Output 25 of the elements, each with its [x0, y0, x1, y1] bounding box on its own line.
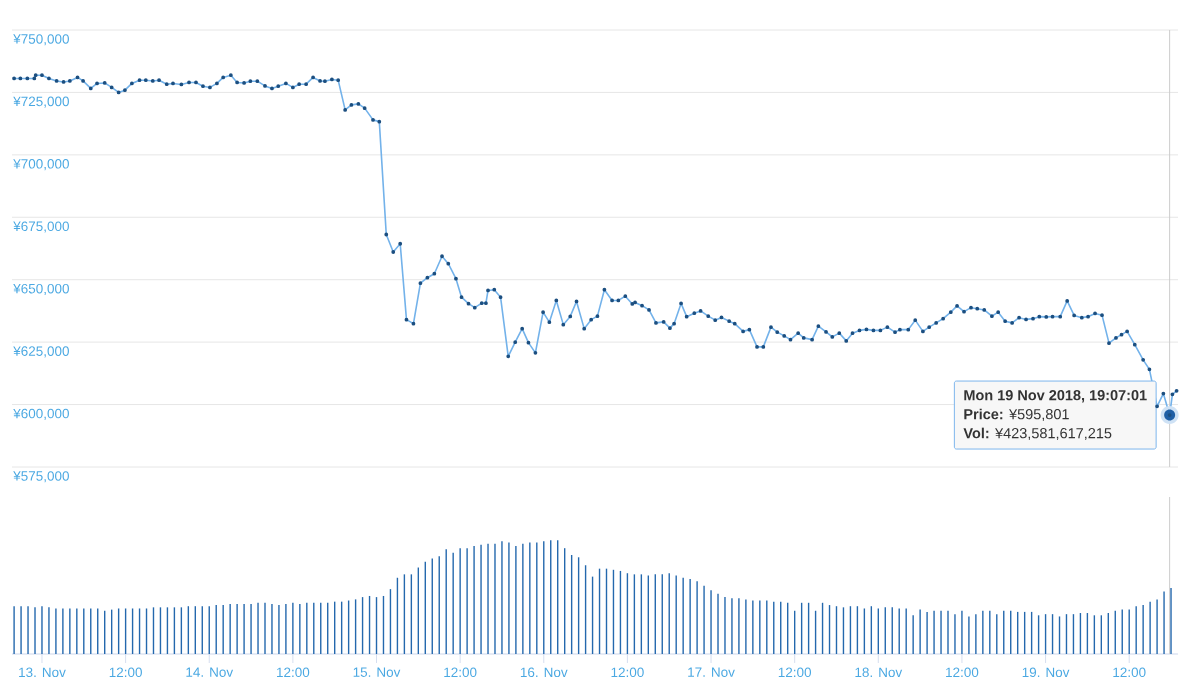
x-tick-label: 14. Nov [186, 667, 234, 677]
x-tick-label: 12:00 [1113, 667, 1146, 678]
x-tick-label: 12:00 [946, 667, 979, 678]
y-tick-label: ¥650,000 [13, 283, 69, 296]
x-tick-label: 12:00 [611, 667, 644, 678]
x-tick-label: 12:00 [778, 667, 812, 678]
x-tick-label: 18. Nov [855, 667, 903, 678]
y-tick-label: ¥575,000 [13, 471, 69, 483]
annotation: Price: ¥595,801 [964, 408, 1069, 422]
annotation: Vol: ¥423,581,617,215 [963, 427, 1112, 441]
x-tick-label: 12:00 [444, 667, 477, 678]
annotation: Mon 19 Nov 2018, 19:07:01 [964, 390, 1147, 403]
y-tick-label: ¥625,000 [13, 346, 69, 358]
x-tick-label: 16. Nov [520, 667, 568, 678]
y-tick-label: ¥600,000 [13, 408, 69, 420]
y-tick-label: ¥725,000 [13, 96, 69, 108]
x-tick-label: 13. Nov [19, 667, 66, 678]
x-tick-label: 12:00 [277, 667, 310, 678]
y-tick-label: ¥750,000 [13, 34, 69, 46]
y-tick-label: ¥700,000 [13, 159, 69, 171]
y-tick-label: ¥675,000 [13, 221, 69, 233]
x-tick-label: 12:00 [109, 667, 142, 678]
x-tick-label: 15. Nov [353, 667, 401, 677]
x-tick-label: 17. Nov [688, 667, 735, 677]
x-tick-label: 19. Nov [1022, 667, 1070, 678]
